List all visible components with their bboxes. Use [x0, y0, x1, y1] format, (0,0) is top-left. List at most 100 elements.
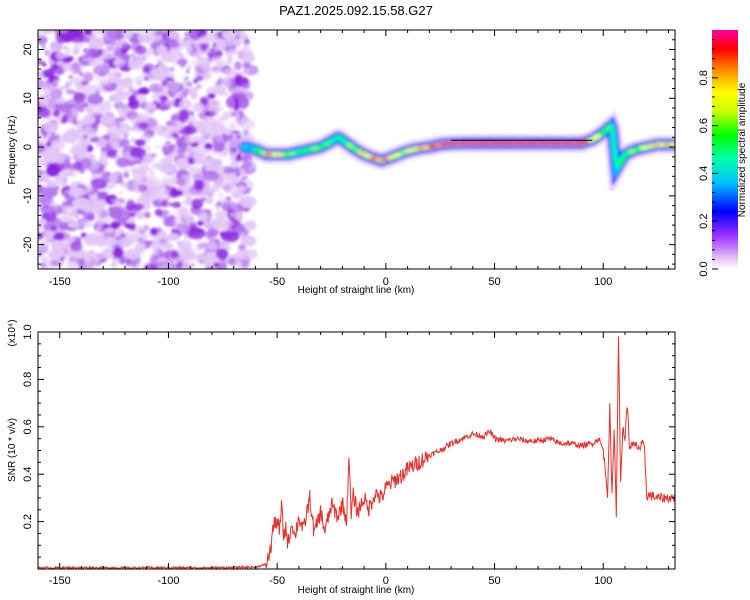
y-tick-label: -20: [22, 237, 34, 253]
noise-speckle: [189, 222, 197, 230]
noise-speckle: [189, 30, 200, 36]
noise-speckle: [234, 223, 246, 235]
noise-speckle: [212, 135, 228, 146]
noise-speckle: [153, 248, 159, 254]
noise-speckle: [84, 48, 94, 58]
ridge-segment: [610, 127, 617, 158]
noise-speckle: [166, 232, 180, 242]
noise-speckle: [110, 262, 118, 268]
noise-speckle: [100, 114, 114, 124]
noise-speckle: [113, 48, 123, 58]
noise-speckle: [147, 48, 155, 55]
noise-speckle: [90, 178, 108, 190]
noise-speckle: [67, 127, 77, 137]
noise-speckle: [45, 178, 51, 182]
noise-speckle: [157, 83, 162, 88]
noise-speckle: [152, 199, 162, 207]
noise-speckle: [106, 30, 119, 40]
noise-speckle: [242, 160, 253, 169]
noise-speckle: [102, 34, 108, 39]
noise-speckle: [184, 135, 198, 144]
noise-speckle: [245, 187, 252, 193]
noise-speckle: [157, 165, 163, 171]
noise-speckle: [139, 242, 147, 249]
noise-speckle: [102, 236, 119, 247]
noise-speckle: [114, 117, 122, 123]
noise-speckle: [129, 147, 146, 158]
noise-speckle: [131, 261, 137, 267]
noise-speckle: [157, 184, 165, 191]
noise-speckle: [113, 90, 128, 101]
noise-speckle: [129, 223, 136, 231]
ridge-peak: [628, 149, 636, 154]
noise-speckle: [219, 77, 231, 89]
noise-speckle: [240, 235, 257, 247]
noise-speckle: [128, 59, 143, 70]
noise-speckle: [60, 175, 66, 181]
x-tick-label: -100: [157, 276, 179, 288]
noise-speckle: [188, 86, 198, 98]
noise-speckle: [72, 48, 80, 56]
ridge-peak: [322, 141, 331, 146]
noise-speckle: [203, 71, 212, 80]
noise-speckle: [243, 67, 251, 75]
ridge-peak: [475, 141, 484, 146]
y-tick-label: 0.8: [22, 372, 34, 387]
noise-speckle: [236, 134, 241, 140]
ridge-peak: [616, 160, 625, 165]
noise-speckle: [83, 211, 95, 221]
noise-speckle: [201, 197, 206, 202]
ridge-peak: [287, 151, 296, 156]
noise-speckle: [80, 157, 92, 170]
noise-speckle: [143, 76, 150, 81]
noise-speckle: [84, 125, 94, 137]
noise-speckle: [134, 45, 147, 55]
noise-speckle: [55, 51, 65, 60]
noise-speckle: [67, 48, 72, 53]
noise-speckle: [159, 164, 173, 174]
noise-speckle: [242, 83, 250, 90]
colorbar-tick-label: 0.8: [698, 70, 710, 85]
x-tick-label: -50: [269, 276, 285, 288]
noise-speckle: [119, 38, 127, 44]
ridge-peak: [440, 142, 449, 147]
noise-speckle: [150, 43, 157, 49]
noise-speckle: [180, 250, 192, 262]
noise-speckle: [68, 74, 73, 79]
noise-speckle: [95, 228, 99, 233]
noise-speckle: [91, 30, 104, 36]
x-tick-label: 50: [488, 276, 500, 288]
noise-speckle: [63, 46, 69, 51]
ridge-peak: [557, 141, 566, 146]
noise-speckle: [200, 63, 206, 68]
noise-speckle: [101, 223, 111, 230]
noise-speckle: [49, 40, 64, 53]
noise-speckle: [236, 154, 242, 161]
ridge-peak: [311, 146, 319, 151]
colorbar-tick-label: 0.6: [698, 118, 710, 133]
noise-speckle: [216, 248, 229, 260]
snr-frame: [37, 331, 676, 570]
noise-speckle: [156, 45, 167, 56]
noise-speckle: [39, 262, 47, 268]
noise-speckle: [241, 172, 245, 176]
noise-speckle: [115, 100, 121, 105]
noise-speckle: [192, 46, 198, 52]
noise-speckle: [114, 207, 119, 212]
noise-speckle: [123, 32, 128, 37]
noise-speckle: [115, 172, 120, 177]
snr-y-scale-label: (x10⁴): [7, 319, 18, 346]
noise-speckle: [238, 168, 247, 174]
noise-speckle: [44, 201, 48, 205]
noise-speckle: [176, 178, 187, 186]
noise-speckle: [130, 93, 137, 100]
noise-speckle: [203, 214, 209, 221]
noise-speckle: [118, 122, 130, 135]
y-tick-label: 0.2: [22, 514, 34, 529]
noise-speckle: [177, 157, 183, 164]
noise-speckle: [224, 50, 233, 57]
noise-speckle: [67, 219, 76, 229]
noise-speckle: [211, 55, 222, 62]
noise-speckle: [238, 244, 246, 251]
noise-speckle: [128, 262, 131, 266]
